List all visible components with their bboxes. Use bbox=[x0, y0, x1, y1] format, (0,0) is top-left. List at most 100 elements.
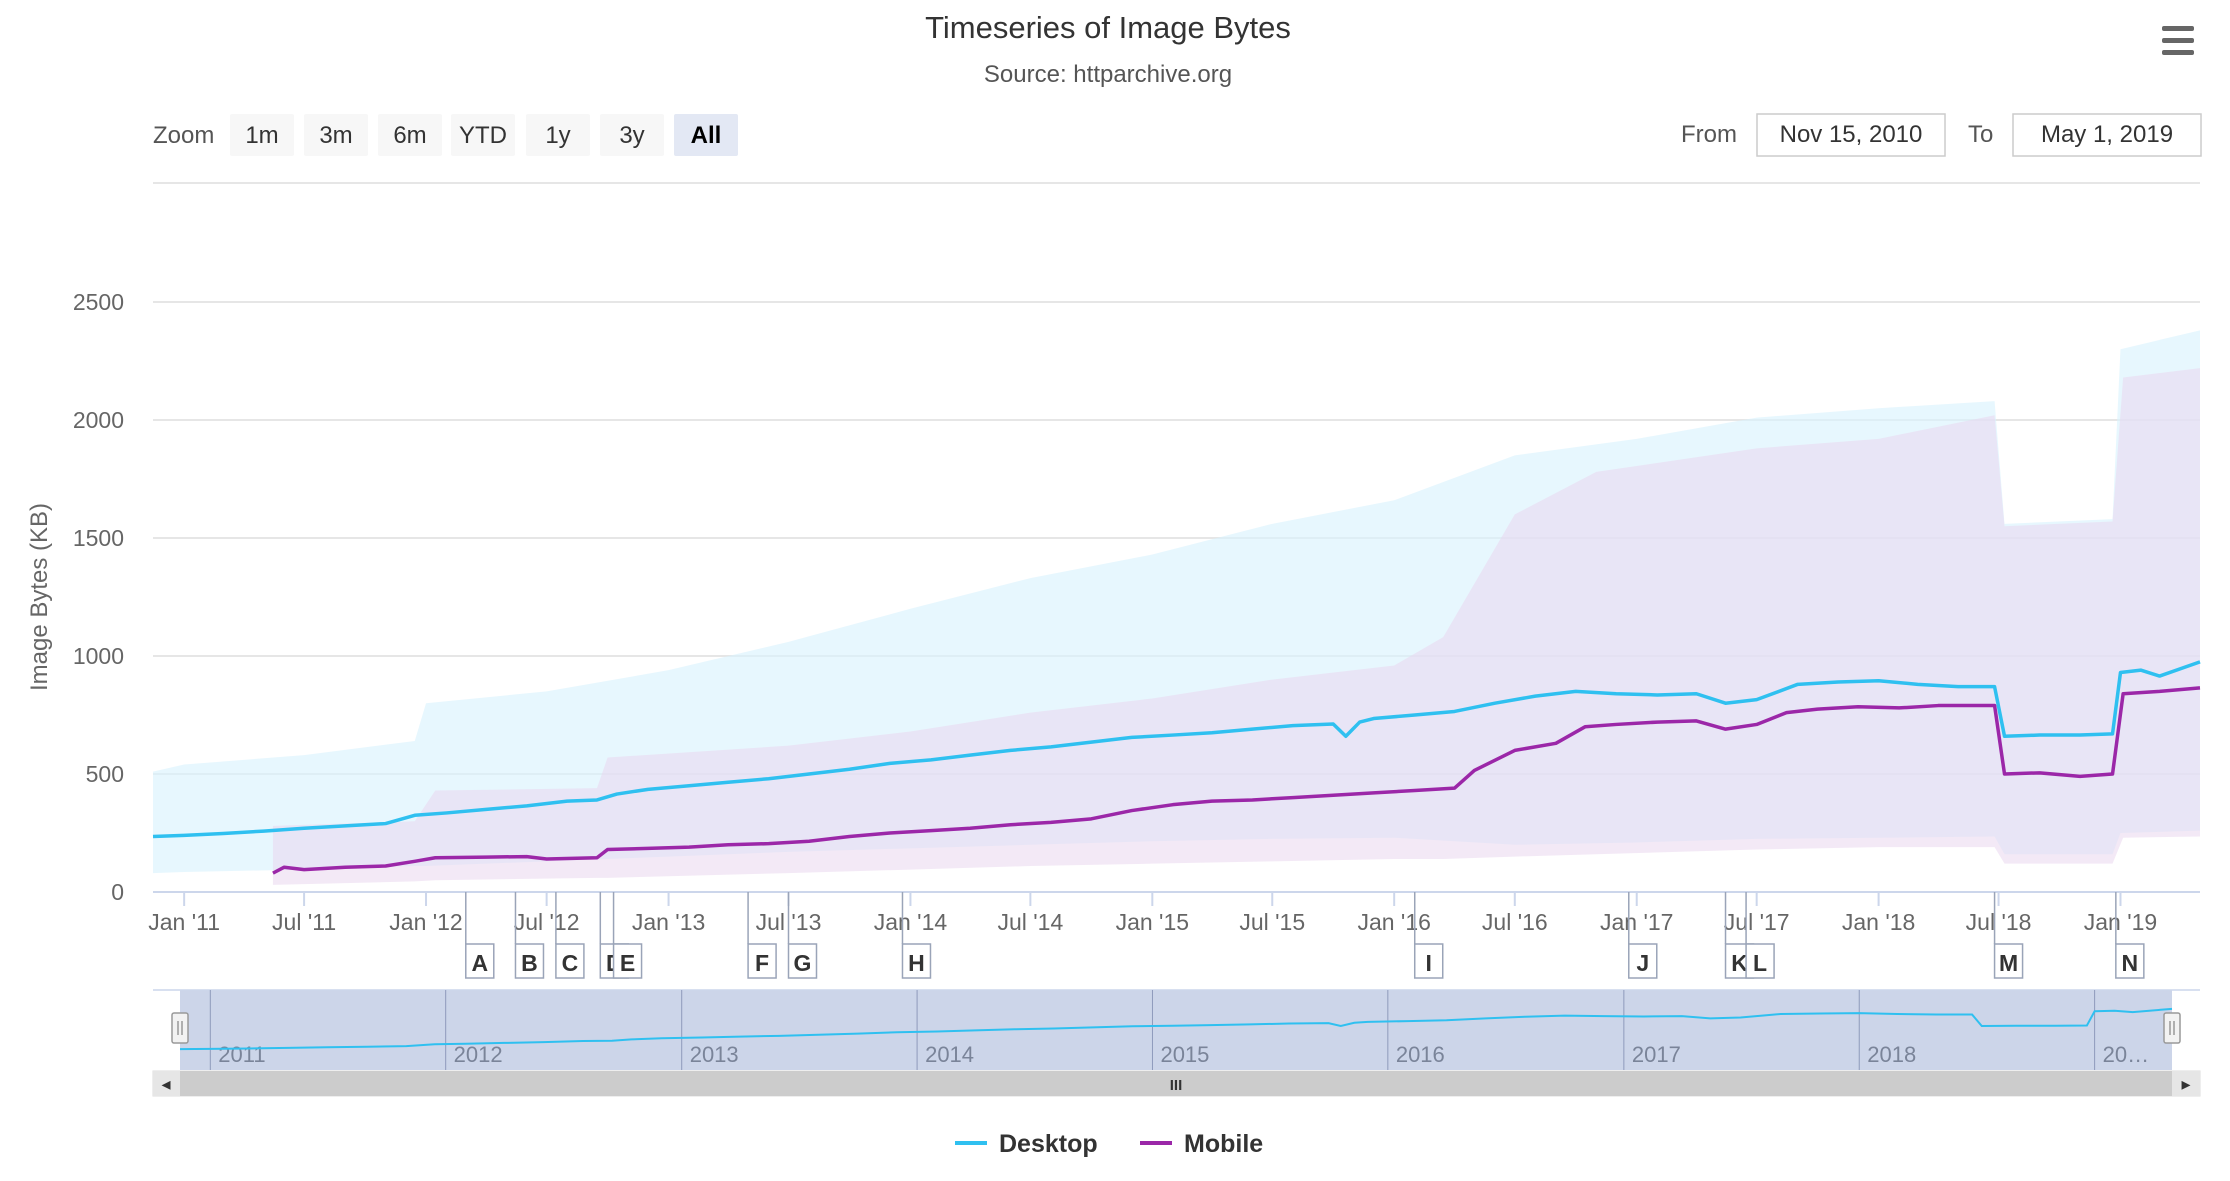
flag-box bbox=[787, 943, 818, 979]
scrollbar-right-arrow[interactable]: ▸ bbox=[2172, 1071, 2200, 1096]
flag-label: J bbox=[1636, 950, 1649, 976]
zoom-button-bg bbox=[600, 114, 664, 156]
handle-body bbox=[171, 1012, 189, 1044]
navigator-series-line bbox=[179, 1007, 2173, 1051]
x-tick-label: Jan '15 bbox=[1116, 909, 1189, 935]
navigator-mask bbox=[180, 990, 2172, 1070]
flag-box bbox=[465, 943, 495, 979]
flag-g[interactable]: G bbox=[787, 892, 818, 979]
hamburger-menu-icon[interactable] bbox=[2162, 26, 2194, 55]
x-tick-label: Jan '18 bbox=[1842, 909, 1915, 935]
legend-item-desktop[interactable]: Desktop bbox=[955, 1130, 1098, 1158]
zoom-button-bg bbox=[378, 114, 442, 156]
scrollbar-thumb[interactable]: III bbox=[180, 1071, 2172, 1096]
x-tick-label: Jan '14 bbox=[874, 909, 948, 935]
flag-j[interactable]: J bbox=[1628, 892, 1658, 979]
flag-box bbox=[1413, 943, 1444, 979]
x-tick-label: Jul '16 bbox=[1482, 909, 1548, 935]
navigator-year-label: 2014 bbox=[925, 1042, 974, 1067]
handle-body bbox=[2163, 1012, 2181, 1044]
flag-label: F bbox=[755, 950, 769, 976]
arrow-bg bbox=[2172, 1071, 2200, 1096]
zoom-button-label: 6m bbox=[393, 122, 426, 149]
scrollbar-thumb-body bbox=[180, 1071, 2172, 1096]
flag-a[interactable]: A bbox=[465, 892, 495, 979]
y-tick-label: 2500 bbox=[73, 289, 124, 315]
y-axis-label: Image Bytes (KB) bbox=[26, 503, 53, 691]
zoom-button-1y[interactable]: 1y bbox=[526, 114, 590, 156]
from-label: From bbox=[1681, 121, 1737, 148]
to-date-input[interactable]: May 1, 2019 bbox=[2012, 113, 2202, 157]
legend-label: Desktop bbox=[999, 1130, 1098, 1158]
y-tick-label: 0 bbox=[111, 879, 124, 905]
navigator-year-label: 2013 bbox=[690, 1042, 739, 1067]
zoom-button-bg bbox=[230, 114, 294, 156]
x-tick-label: Jul '17 bbox=[1724, 909, 1790, 935]
scrollbar-grip: III bbox=[1170, 1077, 1183, 1094]
zoom-button-3y[interactable]: 3y bbox=[600, 114, 664, 156]
legend-item-mobile[interactable]: Mobile bbox=[1140, 1130, 1263, 1158]
flag-label: H bbox=[908, 950, 925, 976]
legend-label: Mobile bbox=[1184, 1130, 1263, 1158]
zoom-label: Zoom bbox=[153, 122, 214, 149]
flag-box bbox=[747, 943, 777, 979]
navigator-handle-right[interactable] bbox=[2163, 1012, 2181, 1044]
zoom-button-label: 1m bbox=[245, 122, 278, 149]
flag-e[interactable]: E bbox=[612, 892, 643, 979]
zoom-button-bg bbox=[526, 114, 590, 156]
zoom-button-6m[interactable]: 6m bbox=[378, 114, 442, 156]
navigator-year-label: 20… bbox=[2103, 1042, 2149, 1067]
flag-label: I bbox=[1426, 950, 1432, 976]
from-date-input[interactable]: Nov 15, 2010 bbox=[1756, 113, 1946, 157]
from-date-value: Nov 15, 2010 bbox=[1780, 121, 1923, 148]
x-tick-label: Jul '18 bbox=[1966, 909, 2032, 935]
flag-l[interactable]: L bbox=[1745, 892, 1775, 979]
navigator-handle-left[interactable] bbox=[171, 1012, 189, 1044]
navigator-year-label: 2012 bbox=[454, 1042, 503, 1067]
x-tick-label: Jul '11 bbox=[272, 909, 336, 935]
flag-i[interactable]: I bbox=[1413, 892, 1444, 979]
flag-b[interactable]: B bbox=[514, 892, 545, 979]
flag-f[interactable]: F bbox=[747, 892, 777, 979]
zoom-button-all[interactable]: All bbox=[674, 114, 738, 156]
x-tick-label: Jan '16 bbox=[1357, 909, 1430, 935]
to-date-value: May 1, 2019 bbox=[2041, 121, 2173, 148]
x-tick-label: Jul '14 bbox=[997, 909, 1063, 935]
flag-label: B bbox=[521, 950, 538, 976]
zoom-button-bg bbox=[451, 114, 515, 156]
x-tick-label: Jan '17 bbox=[1600, 909, 1673, 935]
zoom-button-label: 1y bbox=[545, 122, 570, 149]
flag-k[interactable]: K bbox=[1724, 892, 1755, 979]
menu-bar bbox=[2162, 50, 2194, 55]
menu-bar bbox=[2162, 26, 2194, 31]
zoom-button-ytd[interactable]: YTD bbox=[451, 114, 515, 156]
series-line-desktop bbox=[152, 660, 2201, 839]
zoom-button-3m[interactable]: 3m bbox=[304, 114, 368, 156]
chart-title: Timeseries of Image Bytes bbox=[925, 10, 1291, 45]
menu-bar bbox=[2162, 38, 2194, 43]
flag-label: E bbox=[620, 950, 635, 976]
zoom-button-label: 3m bbox=[319, 122, 352, 149]
navigator-year-label: 2011 bbox=[218, 1042, 265, 1067]
flag-n[interactable]: N bbox=[2115, 892, 2145, 979]
scrollbar-left-arrow[interactable]: ◂ bbox=[153, 1071, 180, 1096]
flag-label: N bbox=[2122, 950, 2139, 976]
y-tick-label: 2000 bbox=[73, 407, 124, 433]
x-tick-label: Jul '15 bbox=[1239, 909, 1305, 935]
flag-box bbox=[514, 943, 545, 979]
flag-box bbox=[555, 943, 585, 979]
flag-m[interactable]: M bbox=[1993, 892, 2024, 979]
series-line-mobile bbox=[272, 686, 2201, 875]
navigator-year-label: 2016 bbox=[1396, 1042, 1445, 1067]
flag-label: C bbox=[562, 950, 579, 976]
from-date-box bbox=[1756, 113, 1946, 157]
zoom-button-1m[interactable]: 1m bbox=[230, 114, 294, 156]
to-date-box bbox=[2012, 113, 2202, 157]
flag-box bbox=[1745, 943, 1775, 979]
navigator-year-label: 2017 bbox=[1632, 1042, 1681, 1067]
y-tick-label: 1000 bbox=[73, 643, 124, 669]
right-arrow-glyph: ▸ bbox=[2181, 1074, 2190, 1094]
flag-h[interactable]: H bbox=[901, 892, 932, 979]
flag-c[interactable]: C bbox=[555, 892, 585, 979]
